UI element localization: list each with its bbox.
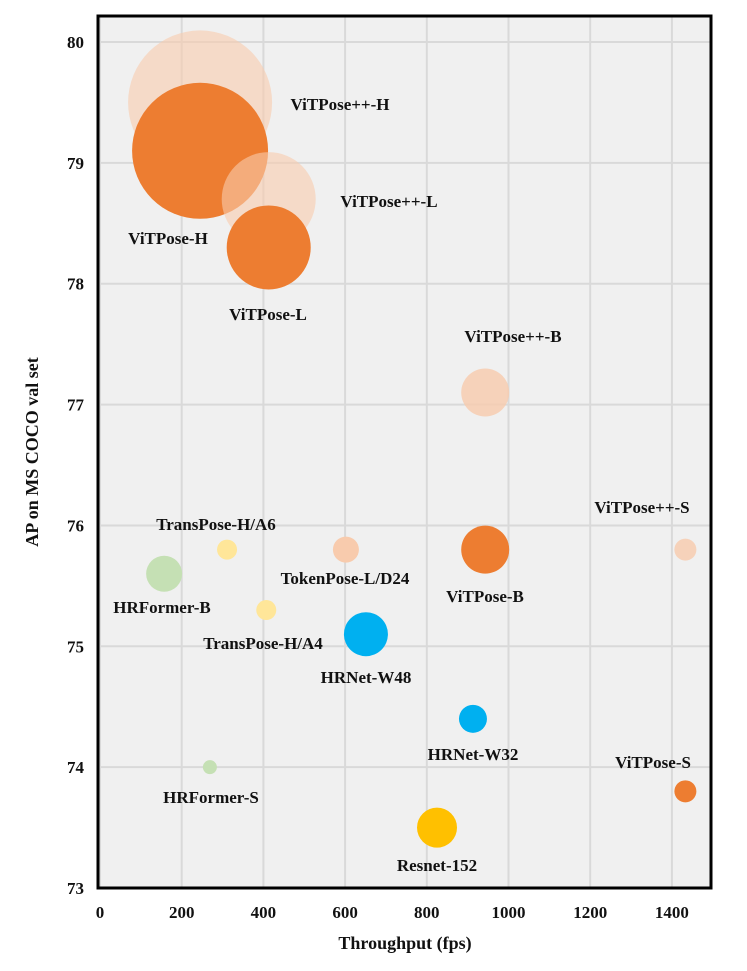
bubble-label: HRNet-W32 [428,745,519,764]
bubble-hrnet-w48 [343,612,388,657]
y-tick-label: 74 [67,758,85,777]
bubble-vitpose-b [461,525,510,574]
bubble-vitpose-b [461,368,510,417]
y-tick-labels: 73 74 75 76 77 78 79 80 [67,33,85,898]
x-tick-label: 800 [414,903,440,922]
bubble-transpose-h-a4 [256,600,277,621]
x-tick-label: 0 [96,903,105,922]
y-tick-label: 73 [67,879,84,898]
bubble-hrformer-s [202,760,217,775]
bubble-label: ViTPose-H [128,229,208,248]
x-tick-label: 600 [332,903,358,922]
bubble-resnet-152 [417,807,458,848]
bubble-label: HRNet-W48 [321,668,412,687]
x-tick-label: 400 [251,903,277,922]
bubble-vitpose-l [226,205,311,290]
y-tick-label: 79 [67,154,84,173]
bubble-label: ViTPose-S [615,753,691,772]
x-axis-label: Throughput (fps) [338,933,471,954]
bubbles [128,30,697,848]
bubble-label: TransPose-H/A4 [203,634,323,653]
bubble-label: ViTPose++-L [340,192,437,211]
bubble-label: Resnet-152 [397,856,477,875]
bubble-transpose-h-a6 [217,539,238,560]
bubble-vitpose-s [674,538,697,561]
bubble-hrformer-b [146,555,183,592]
y-tick-label: 80 [67,33,84,52]
x-tick-labels: 0 200 400 600 800 1000 1200 1400 [96,903,689,922]
bubble-label: ViTPose++-H [290,95,389,114]
bubble-label: ViTPose++-B [464,327,561,346]
y-tick-label: 78 [67,275,84,294]
y-tick-label: 77 [67,396,85,415]
x-tick-label: 1000 [492,903,526,922]
y-tick-label: 75 [67,637,84,656]
plot-frame [96,14,713,890]
x-tick-label: 200 [169,903,195,922]
bubble-label: HRFormer-B [113,598,211,617]
x-tick-label: 1200 [573,903,607,922]
bubble-tokenpose-l-d24 [332,536,359,563]
x-tick-label: 1400 [655,903,689,922]
bubble-label: TransPose-H/A6 [156,515,276,534]
bubble-label: ViTPose++-S [594,498,689,517]
bubble-label: ViTPose-L [229,305,307,324]
bubble-hrnet-w32 [458,704,487,733]
bubble-vitpose-s [674,780,697,803]
bubble-label: TokenPose-L/D24 [281,569,410,588]
bubble-labels: ViTPose++-H ViTPose-H ViTPose++-L ViTPose-L… [113,95,691,875]
bubble-label: ViTPose-B [446,587,524,606]
y-tick-label: 76 [67,516,84,535]
bubble-label: HRFormer-S [163,788,259,807]
y-axis-label: AP on MS COCO val set [22,357,42,547]
